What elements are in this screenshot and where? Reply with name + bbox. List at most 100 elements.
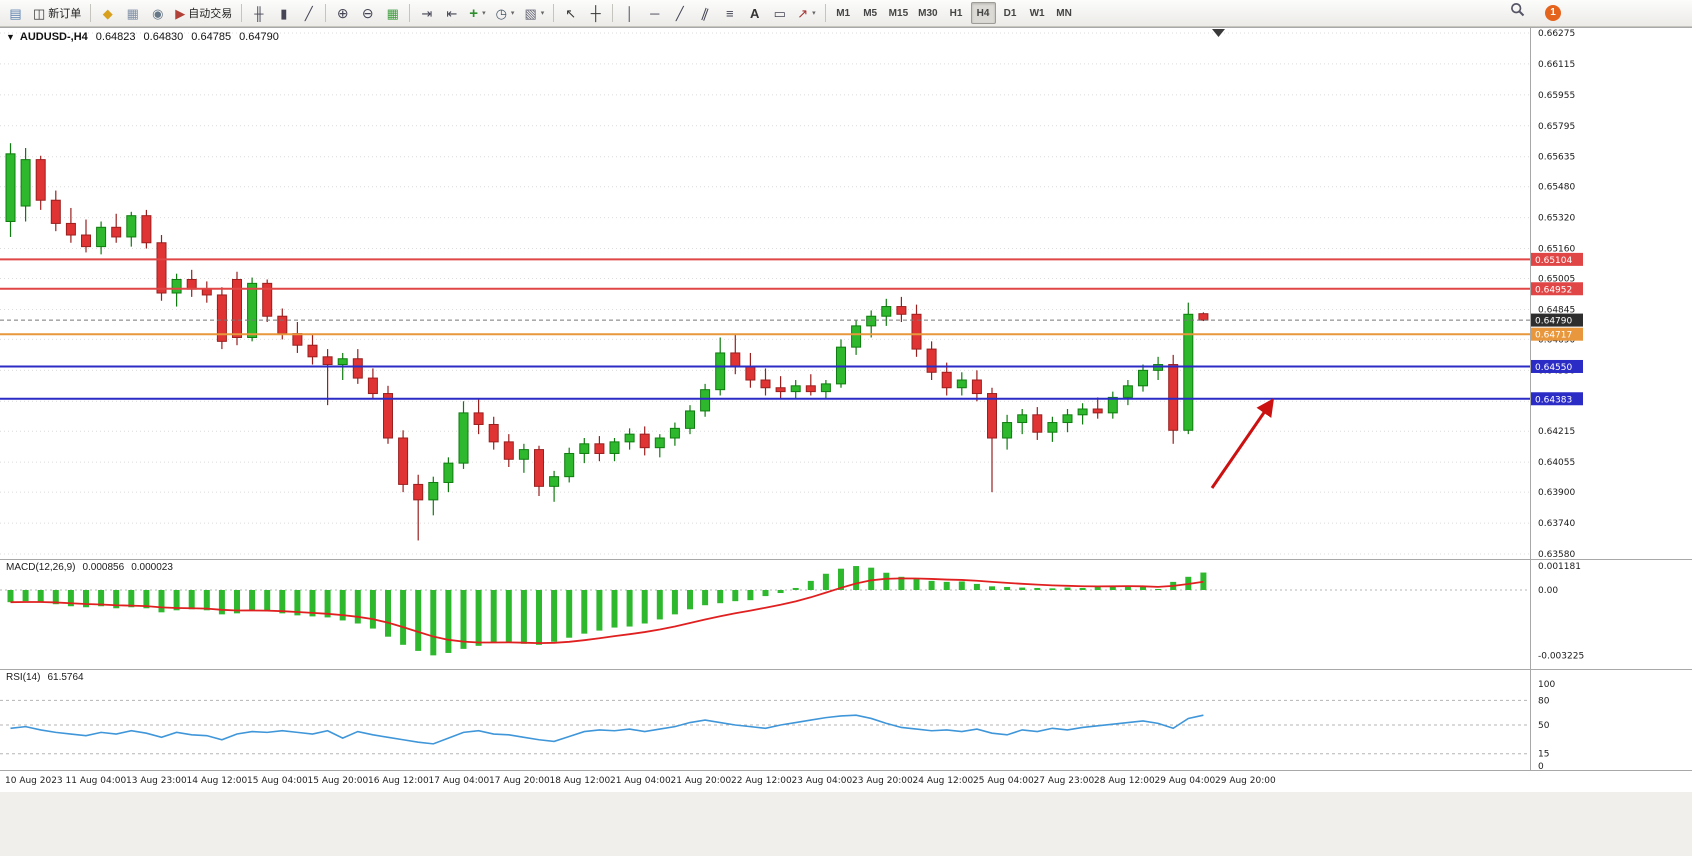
price-axis-label: 0.63580: [1538, 550, 1575, 560]
channel-button[interactable]: ∥: [693, 2, 716, 24]
autotrading-button[interactable]: ▶ 自动交易: [171, 2, 236, 24]
crosshair-button[interactable]: ┼: [584, 2, 607, 24]
autotrading-button-label: 自动交易: [188, 8, 233, 20]
text-label-button[interactable]: ▭: [768, 2, 791, 24]
macd-signal-line: [10, 577, 1204, 644]
rsi-line: [10, 714, 1204, 745]
candle-body: [609, 441, 620, 454]
macd-bar: [1094, 586, 1101, 590]
candle-body: [232, 278, 242, 338]
time-axis-label: 14 Aug 12:00: [187, 776, 248, 786]
new-order-button[interactable]: ◫ 新订单: [29, 2, 85, 24]
macd-bar: [732, 590, 739, 602]
search-button[interactable]: [1511, 2, 1534, 24]
time-axis-label: 28 Aug 12:00: [1094, 776, 1155, 786]
candle-chart-button[interactable]: ▮: [272, 2, 295, 24]
text-button[interactable]: A: [743, 2, 766, 24]
macd-bar: [1034, 587, 1041, 590]
price-tag: [1531, 252, 1583, 266]
timeframe-m1[interactable]: M1: [831, 2, 856, 24]
templates-button[interactable]: ▧ ▾: [520, 2, 548, 24]
candle-body: [292, 333, 303, 346]
trend-arrow[interactable]: [1210, 398, 1275, 489]
auto-scroll-icon: ⇥: [421, 5, 433, 21]
candle-body: [1168, 364, 1179, 431]
macd-bar: [958, 581, 965, 590]
macd-bar: [913, 578, 920, 590]
arrows-icon: ↗: [797, 5, 809, 21]
macd-bar: [158, 590, 165, 613]
macd-bar: [460, 590, 467, 649]
candle-body: [413, 483, 424, 501]
timeframe-d1[interactable]: D1: [998, 2, 1023, 24]
periods-button[interactable]: ◷ ▾: [492, 2, 519, 24]
macd-bar: [188, 590, 195, 610]
macd-bar: [203, 590, 210, 611]
cursor-button[interactable]: ↖: [559, 2, 582, 24]
macd-bar: [928, 580, 935, 590]
bar-chart-button[interactable]: ╫: [247, 2, 270, 24]
macd-bar: [445, 590, 452, 653]
time-axis-label: 22 Aug 12:00: [731, 776, 792, 786]
price-tag: [1531, 327, 1583, 341]
timeframe-h1[interactable]: H1: [944, 2, 969, 24]
candle-body: [1062, 414, 1073, 424]
horizontal-line-button[interactable]: ─: [643, 2, 666, 24]
time-axis-label: 15 Aug 20:00: [308, 776, 369, 786]
new-chart-button[interactable]: ▤: [4, 2, 27, 24]
candle-body: [96, 226, 107, 248]
macd-bar: [1140, 586, 1146, 590]
time-axis-label: 24 Aug 12:00: [913, 776, 974, 786]
macd-bar: [762, 590, 769, 597]
auto-scroll-button[interactable]: ⇥: [415, 2, 438, 24]
candle-body: [760, 379, 771, 389]
macd-bar: [536, 590, 542, 645]
candle-body: [549, 476, 560, 487]
chart-shift-button[interactable]: ⇤: [440, 2, 463, 24]
macd-bar: [973, 583, 980, 590]
macd-bar: [1079, 587, 1086, 590]
dropdown-caret-icon: ▾: [482, 10, 486, 17]
macd-bar: [1124, 585, 1131, 590]
candle-body: [820, 383, 831, 393]
indicators-icon: +: [469, 4, 479, 22]
macd-bar: [339, 590, 346, 621]
zoom-in-button[interactable]: ⊕: [331, 2, 354, 24]
candle-body: [5, 153, 16, 222]
editor-button[interactable]: ◆: [96, 2, 119, 24]
price-axis-label: 0.66275: [1538, 29, 1575, 39]
chart-shift-marker[interactable]: [1212, 29, 1225, 37]
timeframe-m30[interactable]: M30: [914, 2, 941, 24]
text-icon: A: [750, 5, 760, 21]
chart-shift-icon: ⇤: [446, 5, 458, 21]
rsi-panel: 100 80 50 15 0: [0, 680, 1555, 772]
tile-windows-button[interactable]: ▦: [381, 2, 404, 24]
ohlc-low: 0.64785: [191, 31, 232, 43]
layouts-button[interactable]: ▦: [121, 2, 144, 24]
zoom-in-icon: ⊕: [336, 5, 349, 21]
market-button[interactable]: ◉: [146, 2, 169, 24]
price-axis-label: 0.65005: [1538, 275, 1575, 285]
timeframe-w1[interactable]: W1: [1025, 2, 1050, 24]
timeframe-m15[interactable]: M15: [885, 2, 912, 24]
vertical-line-button[interactable]: │: [618, 2, 641, 24]
arrows-button[interactable]: ↗ ▾: [793, 2, 819, 24]
timeframe-mn[interactable]: MN: [1052, 2, 1077, 24]
indicators-button[interactable]: + ▾: [465, 2, 489, 24]
zoom-out-button[interactable]: ⊖: [356, 2, 379, 24]
rsi-name: RSI(14): [6, 672, 41, 683]
price-tag-label: 0.64717: [1535, 331, 1572, 341]
timeframe-h4[interactable]: H4: [970, 2, 996, 24]
macd-bar: [853, 566, 860, 590]
horizontal-line-icon: ─: [650, 5, 660, 21]
timeframe-m5[interactable]: M5: [858, 2, 883, 24]
time-axis-label: 23 Aug 20:00: [852, 776, 913, 786]
notification-badge[interactable]: 1: [1545, 5, 1561, 21]
candle-body: [277, 315, 288, 335]
chart-dropdown-icon[interactable]: ▼: [6, 32, 15, 42]
trendline-button[interactable]: ╱: [668, 2, 691, 24]
fibonacci-button[interactable]: ≡: [718, 2, 741, 24]
line-chart-button[interactable]: ╱: [297, 2, 320, 24]
macd-bar: [626, 590, 633, 627]
